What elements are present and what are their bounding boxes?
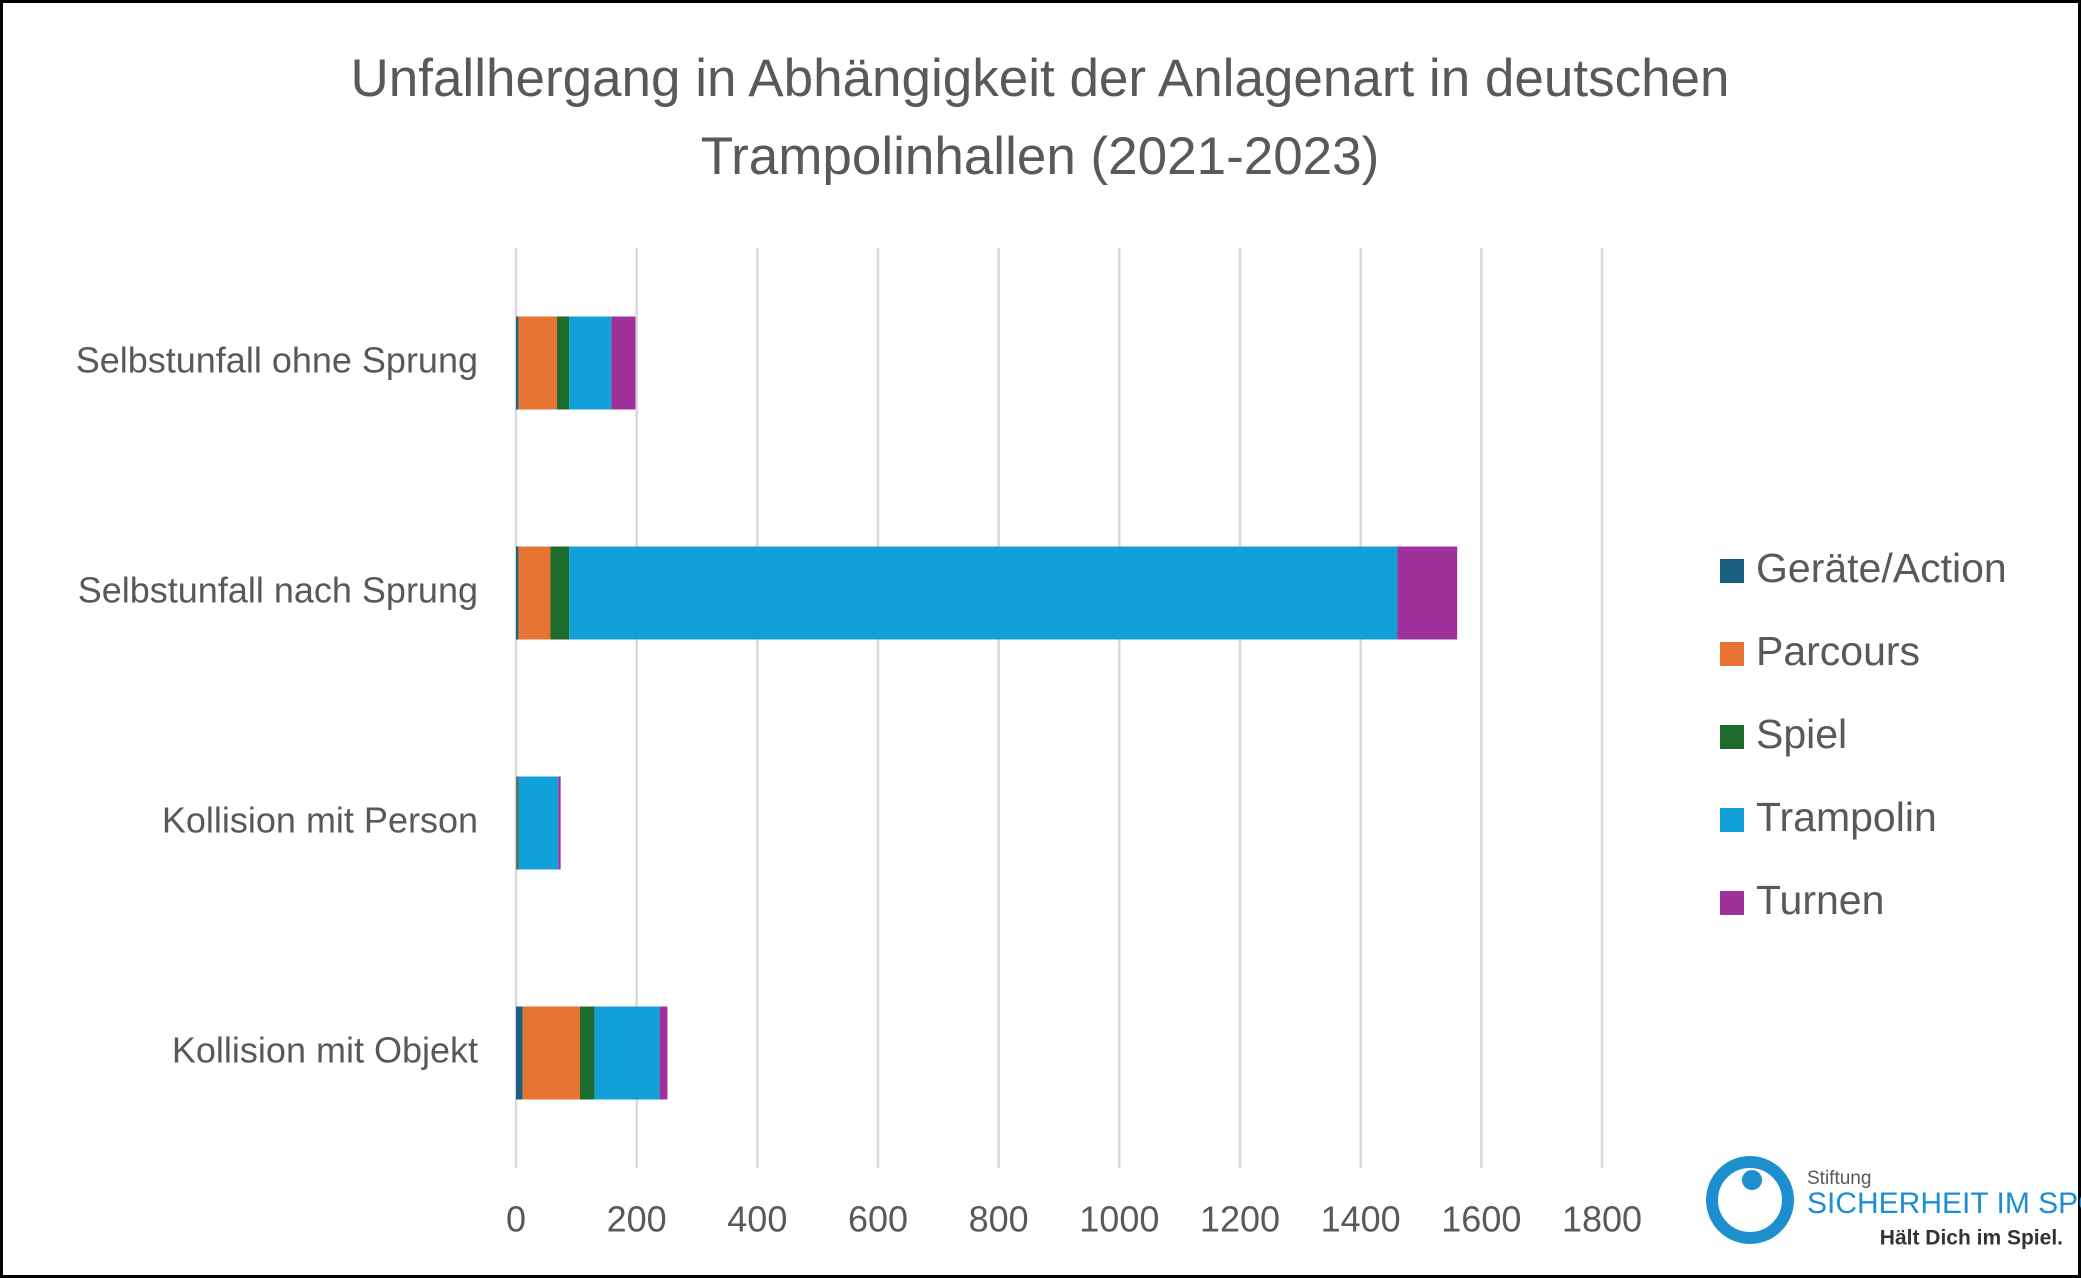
bar-segment — [569, 546, 1398, 640]
legend-label: Turnen — [1756, 877, 1884, 923]
legend-swatch — [1720, 642, 1744, 666]
bar-segment — [516, 316, 519, 410]
bar-segment — [569, 316, 612, 410]
legend-swatch — [1720, 808, 1744, 832]
legend-label: Trampolin — [1756, 794, 1937, 840]
y-tick-label: Selbstunfall ohne Sprung — [76, 340, 478, 381]
bar-segment — [611, 316, 636, 410]
bar-segment — [516, 776, 518, 870]
legend-label: Spiel — [1756, 711, 1847, 757]
logo-top: Stiftung — [1807, 1168, 1871, 1189]
y-tick-label: Kollision mit Person — [162, 800, 478, 841]
logo-slogan: Hält Dich im Spiel. — [1880, 1227, 2063, 1250]
legend-swatch — [1720, 725, 1744, 749]
bar-segment — [594, 1006, 660, 1100]
x-tick-label: 1400 — [1321, 1199, 1401, 1240]
bar-segment — [522, 1006, 580, 1100]
legend-label: Geräte/Action — [1756, 545, 2007, 591]
y-tick-label: Kollision mit Objekt — [172, 1030, 478, 1071]
bar-segment — [518, 776, 559, 870]
bar-segment — [517, 776, 519, 870]
bar-segment — [1397, 546, 1458, 640]
x-tick-label: 1800 — [1562, 1199, 1642, 1240]
legend-swatch — [1720, 891, 1744, 915]
x-tick-label: 600 — [848, 1199, 908, 1240]
bar-segment — [558, 776, 561, 870]
chart-title: Unfallhergang in Abhängigkeit der Anlage… — [350, 49, 1730, 186]
bar-segment — [579, 1006, 595, 1100]
bar-segment — [518, 546, 551, 640]
x-tick-label: 0 — [506, 1199, 526, 1240]
logo-ring — [1706, 1156, 1794, 1244]
bar-segment — [557, 316, 570, 410]
x-tick-label: 800 — [969, 1199, 1029, 1240]
x-tick-label: 1200 — [1200, 1199, 1280, 1240]
bar-segment — [518, 316, 558, 410]
bar-segment — [659, 1006, 668, 1100]
bar-segment — [516, 776, 517, 870]
legend-label: Parcours — [1756, 628, 1920, 674]
y-tick-label: Selbstunfall nach Sprung — [78, 570, 478, 611]
logo-name: SICHERHEIT IM SPORT — [1807, 1187, 2081, 1220]
logo: Stiftung SICHERHEIT IM SPORT Hält Dich i… — [1706, 1156, 2081, 1250]
x-tick-label: 1600 — [1441, 1199, 1521, 1240]
bar-segment — [516, 1006, 523, 1100]
x-tick-label: 400 — [727, 1199, 787, 1240]
x-tick-label: 200 — [607, 1199, 667, 1240]
logo-head — [1742, 1170, 1762, 1190]
legend-swatch — [1720, 559, 1744, 583]
bar-segment — [550, 546, 570, 640]
bar-segment — [516, 546, 519, 640]
x-tick-label: 1000 — [1079, 1199, 1159, 1240]
